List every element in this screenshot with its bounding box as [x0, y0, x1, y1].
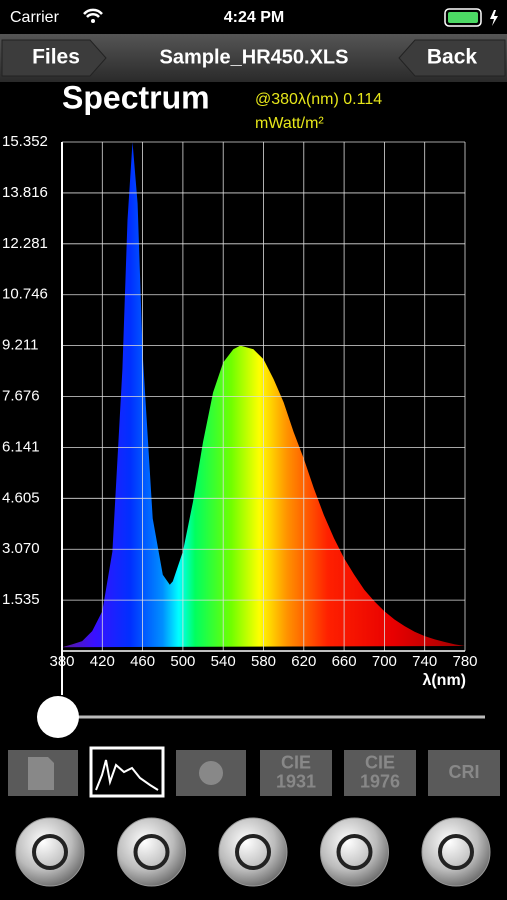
tab-label[interactable]: 1976	[360, 771, 400, 791]
battery-level	[448, 12, 478, 23]
spectrum-icon	[95, 759, 159, 791]
charging-icon	[490, 10, 498, 26]
back-label[interactable]: Back	[427, 46, 478, 69]
x-tick-label: 580	[251, 653, 276, 670]
y-tick-label: 4.605	[2, 489, 40, 506]
tab-label[interactable]: CRI	[449, 762, 480, 782]
y-tick-label: 6.141	[2, 438, 40, 455]
save-button[interactable]	[117, 817, 186, 887]
y-tick-label: 1.535	[2, 591, 40, 608]
camera-button[interactable]	[15, 817, 85, 887]
tab[interactable]	[428, 750, 500, 796]
clock: 4:24 PM	[224, 9, 284, 26]
message-button[interactable]	[320, 817, 389, 887]
carrier: Carrier	[10, 9, 60, 26]
x-tick-label: 540	[211, 653, 236, 670]
bottom-buttons	[15, 817, 491, 887]
files-button[interactable]	[1, 39, 107, 77]
files-label[interactable]: Files	[32, 46, 80, 69]
nav-title: Sample_HR450.XLS	[160, 46, 349, 68]
plot: 1.535 3.070 4.605 6.141 7.676 9.211 10.746 12.2…	[2, 133, 478, 695]
x-tick-label: 460	[130, 653, 155, 670]
y-tick-label: 3.070	[2, 540, 40, 557]
x-tick-label: 740	[412, 653, 437, 670]
mail-icon	[235, 834, 271, 870]
annotation: @380λ(nm) 0.114	[255, 91, 382, 108]
settings-icon	[438, 834, 474, 870]
tab-label[interactable]: CIE	[281, 752, 311, 772]
y-tick-label: 7.676	[2, 387, 40, 404]
save-icon	[133, 834, 170, 870]
document-icon	[28, 757, 54, 790]
tab-label[interactable]: 1931	[276, 771, 316, 791]
tab[interactable]	[344, 750, 416, 796]
tab-label[interactable]: CIE	[365, 752, 395, 772]
y-tick-label: 15.352	[2, 133, 48, 150]
x-tick-label: 420	[90, 653, 115, 670]
x-tick-label: 500	[170, 653, 195, 670]
y-tick-label: 9.211	[2, 337, 38, 354]
x-tick-label: 700	[372, 653, 397, 670]
chart-title: Spectrum	[62, 79, 210, 115]
camera-icon	[32, 834, 68, 870]
y-tick-label: 12.281	[2, 235, 48, 252]
x-tick-label: 780	[452, 653, 477, 670]
settings-button[interactable]	[421, 817, 491, 887]
wifi-icon	[83, 8, 103, 18]
mail-button[interactable]	[218, 817, 288, 887]
battery	[444, 8, 482, 27]
tab[interactable]	[260, 750, 332, 796]
x-tick-label: 620	[291, 653, 316, 670]
wifi-dot	[91, 19, 95, 23]
y-tick-label: 13.816	[2, 184, 48, 201]
x-axis-label: λ(nm)	[422, 672, 466, 689]
x-tick-label: 660	[332, 653, 357, 670]
annotation-unit: mWatt/m²	[255, 115, 324, 132]
slider-thumb[interactable]	[37, 696, 79, 738]
y-tick-label: 10.746	[2, 286, 48, 303]
message-icon	[336, 834, 373, 870]
color-icon	[199, 761, 223, 785]
back-button[interactable]	[398, 39, 506, 77]
